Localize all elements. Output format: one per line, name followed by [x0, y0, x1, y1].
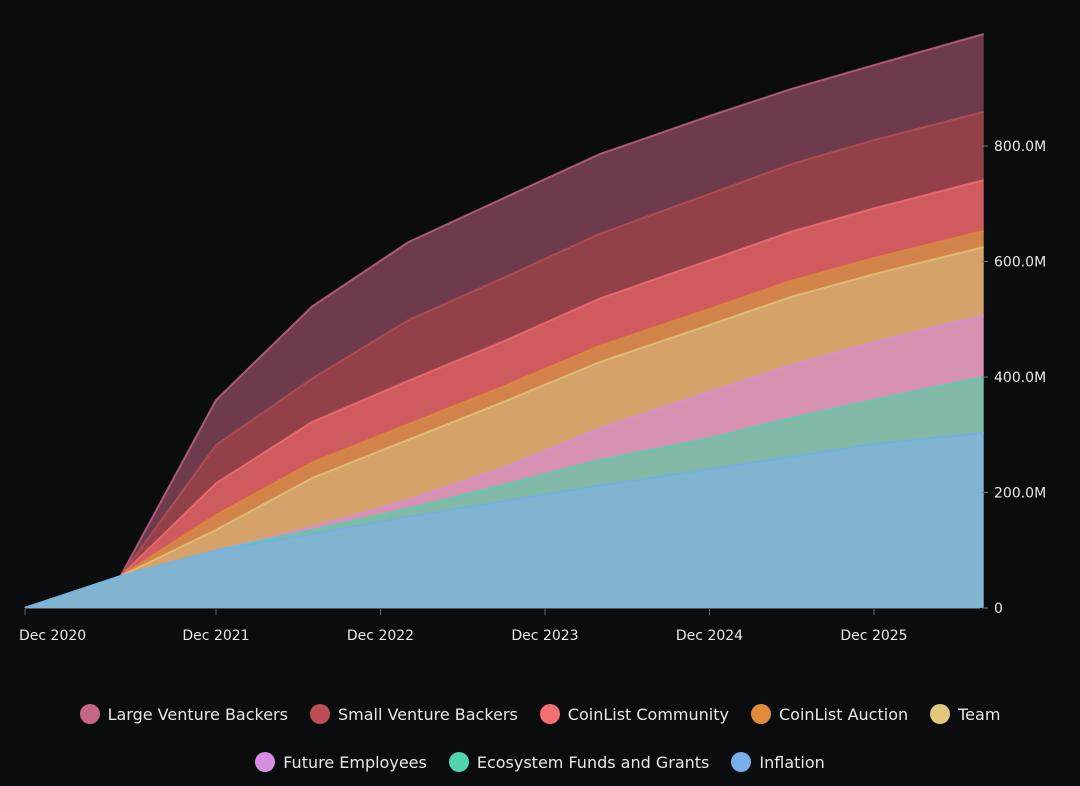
- line-coinlist-community: [24, 179, 984, 609]
- y-tick-label: 800.0M: [994, 139, 1046, 155]
- legend-swatch-icon: [750, 704, 771, 724]
- legend-label: Large Venture Backers: [107, 704, 288, 724]
- legend-label: Small Venture Backers: [337, 704, 518, 724]
- legend-label: Inflation: [759, 752, 825, 772]
- legend-label: Team: [958, 704, 1001, 724]
- legend-swatch-icon: [448, 752, 469, 772]
- line-small-venture-backers: [24, 110, 984, 609]
- line-team: [24, 246, 984, 609]
- legend-swatch-icon: [731, 752, 752, 772]
- legend-item-team[interactable]: Team: [930, 704, 1000, 724]
- area-coinlist-auction: [25, 230, 984, 608]
- legend-row-1: Large Venture Backers Small Venture Backe…: [0, 704, 1080, 724]
- legend-item-large-venture-backers[interactable]: Large Venture Backers: [79, 704, 288, 724]
- x-tick-label: Dec 2022: [347, 628, 414, 644]
- legend-label: Future Employees: [283, 752, 427, 772]
- legend-label: CoinList Community: [567, 704, 729, 724]
- areas: [24, 33, 984, 609]
- x-axis: Dec 2020 Dec 2021 Dec 2022 Dec 2023 Dec 2024…: [19, 608, 980, 644]
- legend-label: CoinList Auction: [778, 704, 909, 724]
- legend-row-2: Future Employees Ecosystem Funds and Gran…: [0, 752, 1080, 772]
- area-coinlist-community: [25, 180, 984, 608]
- area-inflation: [25, 433, 984, 608]
- legend-item-ecosystem-funds-and-grants[interactable]: Ecosystem Funds and Grants: [448, 752, 710, 772]
- legend-swatch-icon: [539, 704, 560, 724]
- area-small-venture-backers: [25, 111, 984, 609]
- legend-label: Ecosystem Funds and Grants: [476, 752, 710, 772]
- line-inflation: [24, 432, 984, 609]
- legend-item-small-venture-backers[interactable]: Small Venture Backers: [309, 704, 518, 724]
- legend-swatch-icon: [79, 704, 100, 724]
- legend-item-inflation[interactable]: Inflation: [731, 752, 825, 772]
- legend-item-future-employees[interactable]: Future Employees: [255, 752, 427, 772]
- y-tick-label: 200.0M: [994, 486, 1046, 502]
- legend-swatch-icon: [309, 704, 330, 724]
- area-ecosystem-funds-and-grants: [25, 377, 984, 608]
- y-tick-label: 600.0M: [994, 255, 1046, 271]
- x-tick-label: Dec 2024: [676, 628, 743, 644]
- x-tick-label: Dec 2023: [511, 628, 578, 644]
- stacked-area-chart: Dec 2020 Dec 2021 Dec 2022 Dec 2023 Dec 2024…: [19, 33, 1046, 644]
- x-tick-label: Dec 2020: [19, 628, 86, 644]
- line-large-venture-backers: [24, 33, 984, 609]
- area-future-employees: [25, 315, 984, 608]
- legend-item-coinlist-community[interactable]: CoinList Community: [539, 704, 729, 724]
- y-tick-label: 0: [994, 601, 1003, 617]
- line-coinlist-auction: [24, 229, 984, 609]
- area-team: [25, 247, 984, 608]
- y-tick-label: 400.0M: [994, 370, 1046, 386]
- legend-swatch-icon: [930, 704, 951, 724]
- legend-item-coinlist-auction[interactable]: CoinList Auction: [750, 704, 909, 724]
- x-tick-label: Dec 2025: [840, 628, 907, 644]
- x-tick-label: Dec 2021: [182, 628, 249, 644]
- y-axis: 0 200.0M 400.0M 600.0M 800.0M: [982, 139, 1046, 617]
- legend-swatch-icon: [255, 752, 276, 772]
- area-large-venture-backers: [25, 34, 984, 608]
